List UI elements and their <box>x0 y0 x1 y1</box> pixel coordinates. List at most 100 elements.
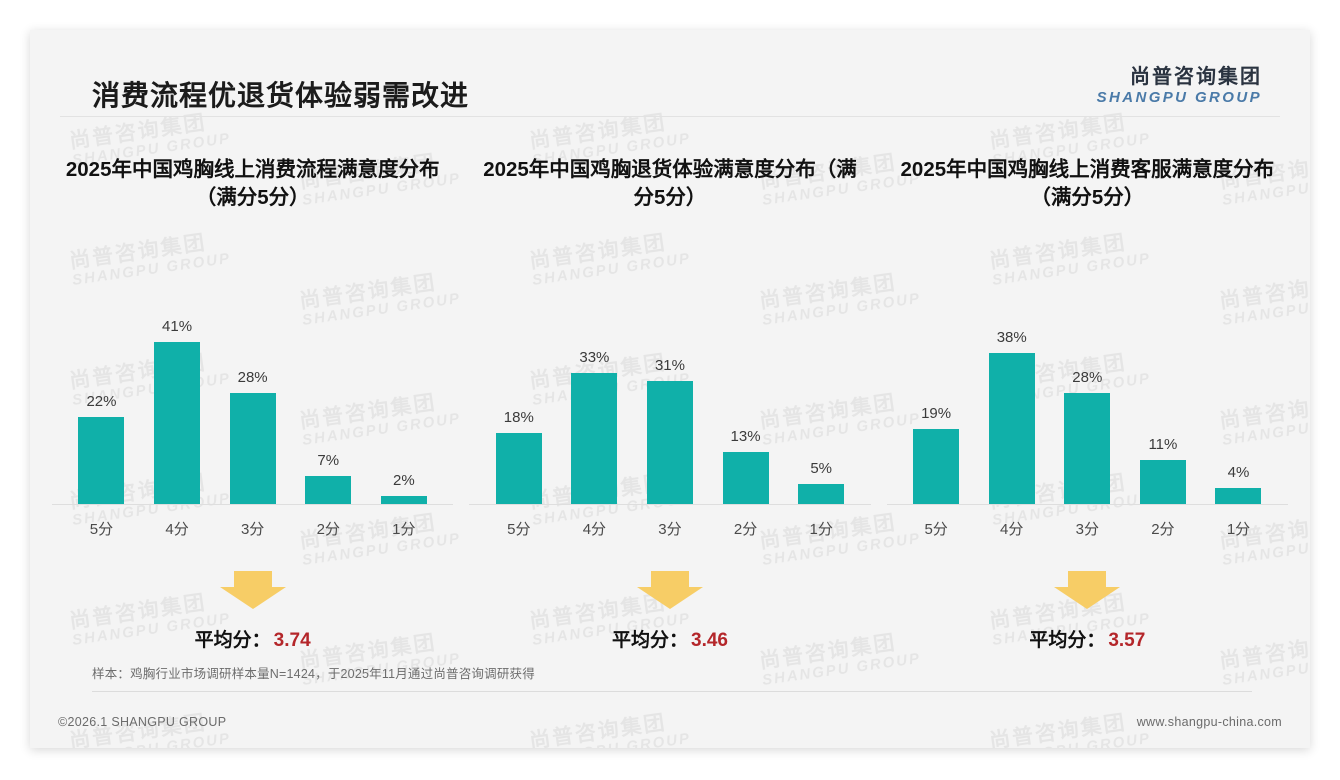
chart-plot-1: 22% 41% 28% 7% 2% 5分 4分 3分 2分 1分 <box>52 262 454 538</box>
chart-title-1: 2025年中国鸡胸线上消费流程满意度分布（满分5分） <box>65 158 440 210</box>
bar[interactable] <box>1215 487 1262 504</box>
chart-title-3: 2025年中国鸡胸线上消费客服满意度分布（满分5分） <box>900 158 1275 210</box>
chart-title-2: 2025年中国鸡胸退货体验满意度分布（满分5分） <box>483 158 857 210</box>
category-label: 1分 <box>1226 520 1251 538</box>
source-note-wrapper: 样本：鸡胸行业市场调研样本量N=1424，于2025年11月通过尚普咨询调研获得 <box>92 663 1252 692</box>
chart-plot-2: 18% 33% 31% 13% 5% 5分 4分 3分 2分 1分 <box>469 262 871 538</box>
bar[interactable] <box>229 393 276 504</box>
bar-slot: 2% <box>368 292 439 504</box>
bar-slot: 28% <box>217 292 288 504</box>
bar[interactable] <box>305 476 352 504</box>
category-label: 5分 <box>924 520 948 538</box>
footer-copyright: ©2026.1 SHANGPU GROUP <box>58 715 227 729</box>
category-label: 5分 <box>89 520 114 538</box>
bar-value-label: 7% <box>317 452 340 470</box>
category-label: 3分 <box>1075 520 1099 538</box>
average-score-1: 平均分： 3.74 <box>52 625 453 652</box>
down-arrow-icon <box>636 570 703 609</box>
bar-value-label: 5% <box>810 460 832 477</box>
bar-slot: 38% <box>976 292 1047 504</box>
bar[interactable] <box>154 341 201 504</box>
bar-slot: 5% <box>786 292 857 504</box>
bar-value-label: 28% <box>237 369 268 387</box>
bar-value-label: 4% <box>1227 463 1250 481</box>
bar-value-label: 11% <box>1148 436 1178 454</box>
header-divider <box>60 116 1280 117</box>
logo-chinese-text: 尚普咨询集团 <box>1130 66 1262 88</box>
slide-footer: ©2026.1 SHANGPU GROUP www.shangpu-china.… <box>30 702 1310 748</box>
category-label: 2分 <box>733 520 758 538</box>
bar-value-label: 28% <box>1072 369 1103 387</box>
page-title: 消费流程优退货体验弱需改进 <box>92 80 470 111</box>
bar-group-1: 22% 41% 28% 7% 2% <box>66 292 439 504</box>
bar[interactable] <box>913 428 960 504</box>
bar-slot: 7% <box>293 292 364 504</box>
average-block-2: 平均分： 3.46 <box>469 570 870 668</box>
slide-card: 尚普咨询集团 SHANGPU GROUP 尚普咨询集团 SHANGPU GROUP 尚普… <box>30 30 1310 748</box>
bar[interactable] <box>1064 393 1111 504</box>
bar[interactable] <box>988 353 1035 504</box>
x-axis-line-2 <box>469 503 871 505</box>
category-label: 1分 <box>392 520 416 538</box>
bar-slot: 11% <box>1127 292 1198 504</box>
average-block-1: 平均分： 3.74 <box>52 570 453 668</box>
bar-value-label: 13% <box>730 428 761 446</box>
bar[interactable] <box>571 373 618 504</box>
bar-slot: 41% <box>142 292 213 504</box>
category-label: 3分 <box>658 520 682 538</box>
source-note: 样本：鸡胸行业市场调研样本量N=1424，于2025年11月通过尚普咨询调研获得 <box>92 667 535 681</box>
category-labels-3: 5分 4分 3分 2分 1分 <box>901 518 1274 539</box>
average-block-3: 平均分： 3.57 <box>887 570 1288 668</box>
bar-group-2: 18% 33% 31% 13% 5% <box>483 292 856 504</box>
chart-panel-1: 2025年中国鸡胸线上消费流程满意度分布（满分5分） 22% 41% 28% 7% 2%… <box>44 138 461 668</box>
bar-slot: 28% <box>1052 292 1123 504</box>
bar-slot: 18% <box>483 292 554 504</box>
bar[interactable] <box>495 432 542 504</box>
bar-value-label: 18% <box>503 408 534 426</box>
category-labels-2: 5分 4分 3分 2分 1分 <box>483 518 856 539</box>
category-label: 5分 <box>507 520 531 538</box>
category-label: 1分 <box>809 520 833 538</box>
category-labels-1: 5分 4分 3分 2分 1分 <box>66 518 439 539</box>
bar[interactable] <box>798 484 845 504</box>
average-label-3: 平均分： <box>1029 629 1106 651</box>
category-label: 4分 <box>165 520 189 538</box>
chart-panel-2: 2025年中国鸡胸退货体验满意度分布（满分5分） 18% 33% 31% 13% 5% … <box>461 138 878 668</box>
bar-value-label: 31% <box>654 357 685 375</box>
bar-value-label: 41% <box>162 317 193 335</box>
bar[interactable] <box>722 452 769 504</box>
bar-value-label: 33% <box>579 349 610 367</box>
bar[interactable] <box>646 381 693 504</box>
logo-english-text: SHANGPU GROUP <box>1096 89 1262 106</box>
bar-group-3: 19% 38% 28% 11% 4% <box>901 292 1274 504</box>
brand-logo: 尚普咨询集团 SHANGPU GROUP <box>1097 66 1262 107</box>
bar-value-label: 19% <box>921 404 952 422</box>
bar[interactable] <box>1139 460 1186 504</box>
bar-slot: 19% <box>901 292 972 504</box>
chart-panel-3: 2025年中国鸡胸线上消费客服满意度分布（满分5分） 19% 38% 28% 11% 4… <box>879 138 1296 668</box>
note-divider <box>92 691 1252 692</box>
category-label: 4分 <box>1000 520 1024 538</box>
footer-website[interactable]: www.shangpu-china.com <box>1136 715 1282 729</box>
average-value-2: 3.46 <box>691 629 728 651</box>
category-label: 2分 <box>1151 520 1175 538</box>
average-label-2: 平均分： <box>611 629 688 651</box>
x-axis-line-3 <box>886 503 1288 505</box>
category-label: 2分 <box>316 520 340 538</box>
average-score-2: 平均分： 3.46 <box>469 625 870 652</box>
bar[interactable] <box>380 495 427 504</box>
bar-value-label: 22% <box>86 392 117 410</box>
average-value-1: 3.74 <box>273 629 311 651</box>
category-label: 4分 <box>582 520 607 538</box>
slide-header: 消费流程优退货体验弱需改进 尚普咨询集团 SHANGPU GROUP <box>30 30 1310 116</box>
bar-value-label: 38% <box>996 329 1027 347</box>
bar-slot: 22% <box>66 292 137 504</box>
bar-slot: 33% <box>559 292 630 504</box>
chart-plot-3: 19% 38% 28% 11% 4% 5分 4分 3分 2分 1分 <box>886 262 1288 538</box>
average-value-3: 3.57 <box>1108 629 1146 651</box>
bar-value-label: 2% <box>392 471 415 489</box>
bar-slot: 31% <box>635 292 706 504</box>
bar[interactable] <box>78 416 125 504</box>
down-arrow-icon <box>219 570 286 609</box>
x-axis-line-1 <box>52 503 454 505</box>
